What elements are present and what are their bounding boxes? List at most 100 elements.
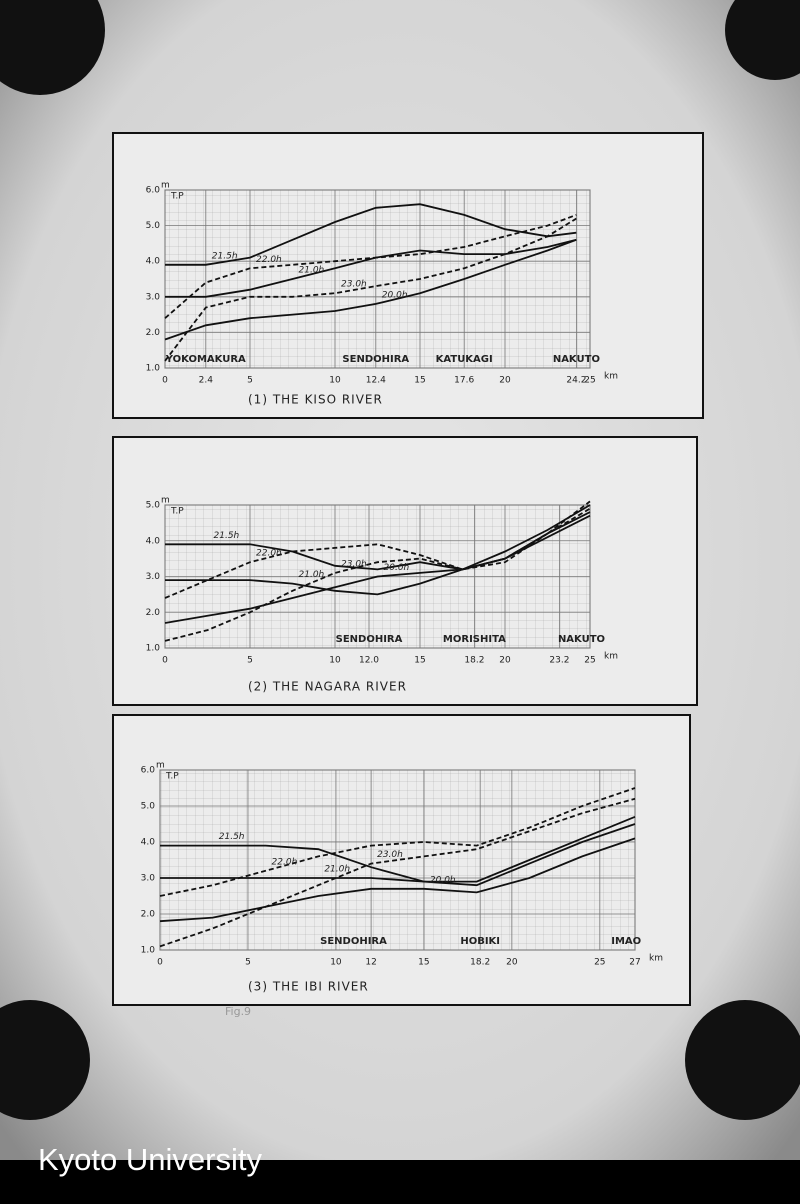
series-label: 21.5h bbox=[219, 832, 245, 842]
fine-grid bbox=[160, 770, 635, 950]
station-label: NAKUTO bbox=[558, 634, 605, 645]
x-tick-label: 15 bbox=[414, 376, 425, 386]
station-label: MORISHITA bbox=[443, 634, 506, 645]
series-line bbox=[159, 837, 636, 923]
series-line bbox=[160, 815, 636, 883]
series-label: 20.0h bbox=[382, 290, 408, 300]
series-label: 21.0h bbox=[299, 570, 325, 580]
series-line bbox=[164, 500, 591, 642]
x-tick-label: 5 bbox=[245, 958, 251, 968]
caption: Fig.9 bbox=[225, 1005, 251, 1018]
y-unit: m bbox=[156, 761, 165, 771]
series-line bbox=[165, 504, 591, 596]
series-label: 21.5h bbox=[212, 251, 238, 261]
x-tick-label: 10 bbox=[330, 958, 342, 968]
x-tick-label: 5 bbox=[247, 376, 253, 386]
y-axis-label: T.P bbox=[170, 192, 184, 202]
y-axis-label: T.P bbox=[170, 507, 184, 517]
series-label: 21.5h bbox=[214, 531, 240, 541]
station-label: IMAO bbox=[611, 936, 641, 947]
station-label: HOBIKI bbox=[460, 936, 500, 947]
fine-grid bbox=[165, 190, 590, 368]
x-tick-label: 20 bbox=[506, 958, 518, 968]
y-tick-label: 2.0 bbox=[146, 328, 161, 338]
series-label: 23.0h bbox=[341, 280, 367, 290]
x-tick-label: 18.2 bbox=[464, 656, 484, 666]
x-tick-label: 15 bbox=[414, 656, 425, 666]
x-tick-label: 23.2 bbox=[549, 656, 569, 666]
series-label: 22.0h bbox=[256, 255, 282, 265]
y-tick-label: 1.0 bbox=[146, 364, 161, 374]
series-line bbox=[164, 217, 577, 362]
x-tick-label: 24.2 bbox=[566, 376, 586, 386]
x-tick-label: 12 bbox=[365, 958, 376, 968]
series-line bbox=[164, 238, 577, 341]
y-tick-label: 1.0 bbox=[141, 946, 156, 956]
series-line bbox=[164, 507, 591, 599]
x-tick-label: 20 bbox=[499, 656, 511, 666]
x-tick-label: 12.4 bbox=[366, 376, 386, 386]
y-axis-label: T.P bbox=[165, 772, 179, 782]
x-tick-label: 5 bbox=[247, 656, 253, 666]
watermark: Kyoto University bbox=[38, 1142, 262, 1177]
station-label: SENDOHIRA bbox=[342, 354, 409, 365]
x-tick-label: 27 bbox=[629, 958, 640, 968]
series-label: 21.0h bbox=[299, 266, 325, 276]
station-label: SENDOHIRA bbox=[336, 634, 403, 645]
y-tick-label: 3.0 bbox=[141, 874, 156, 884]
chart-title: (1) THE KISO RIVER bbox=[248, 393, 383, 407]
x-tick-label: 15 bbox=[418, 958, 429, 968]
x-tick-label: 25 bbox=[594, 958, 605, 968]
x-tick-label: 17.6 bbox=[454, 376, 474, 386]
series-label: 20.0h bbox=[430, 875, 456, 885]
x-tick-label: 2.4 bbox=[199, 376, 214, 386]
y-tick-label: 4.0 bbox=[141, 838, 156, 848]
y-tick-label: 5.0 bbox=[146, 501, 161, 511]
series-line bbox=[165, 238, 577, 298]
y-tick-label: 6.0 bbox=[146, 186, 161, 196]
x-tick-label: 0 bbox=[157, 958, 163, 968]
y-tick-label: 4.0 bbox=[146, 536, 161, 546]
series-line bbox=[159, 797, 636, 948]
station-label: NAKUTO bbox=[553, 354, 600, 365]
series-label: 22.0h bbox=[272, 857, 298, 867]
x-tick-label: 10 bbox=[329, 656, 341, 666]
series-label: 21.0h bbox=[324, 865, 350, 875]
y-unit: m bbox=[161, 496, 170, 506]
chart-title: (2) THE NAGARA RIVER bbox=[248, 680, 407, 694]
y-unit: m bbox=[161, 181, 170, 191]
corner-shadow bbox=[725, 0, 800, 80]
corner-shadow bbox=[685, 1000, 800, 1120]
series-line bbox=[165, 203, 577, 266]
chart-title: (3) THE IBI RIVER bbox=[248, 980, 369, 994]
x-tick-label: 18.2 bbox=[470, 958, 490, 968]
x-tick-label: 10 bbox=[329, 376, 341, 386]
y-tick-label: 1.0 bbox=[146, 644, 161, 654]
y-tick-label: 3.0 bbox=[146, 572, 161, 582]
station-label: KATUKAGI bbox=[436, 354, 493, 365]
series-label: 20.0h bbox=[384, 563, 410, 573]
series-line bbox=[165, 511, 591, 571]
series-line bbox=[164, 514, 591, 624]
series-label: 22.0h bbox=[256, 549, 282, 559]
x-unit: km bbox=[649, 954, 663, 964]
y-tick-label: 5.0 bbox=[141, 802, 156, 812]
y-tick-label: 4.0 bbox=[146, 257, 161, 267]
x-tick-label: 25 bbox=[584, 656, 595, 666]
footer-band bbox=[0, 1160, 800, 1200]
station-label: SENDOHIRA bbox=[320, 936, 387, 947]
series-label: 23.0h bbox=[377, 850, 403, 860]
x-tick-label: 25 bbox=[584, 376, 595, 386]
station-label: YOKOMAKURA bbox=[165, 354, 246, 365]
x-unit: km bbox=[604, 652, 618, 662]
corner-shadow bbox=[0, 0, 105, 95]
y-tick-label: 2.0 bbox=[141, 910, 156, 920]
series-line bbox=[160, 823, 636, 887]
series-label: 23.0h bbox=[341, 559, 367, 569]
x-tick-label: 12.0 bbox=[359, 656, 379, 666]
y-tick-label: 2.0 bbox=[146, 608, 161, 618]
y-tick-label: 6.0 bbox=[141, 766, 156, 776]
corner-shadow bbox=[0, 1000, 90, 1120]
